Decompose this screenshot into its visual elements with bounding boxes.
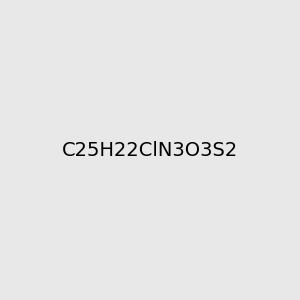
Text: C25H22ClN3O3S2: C25H22ClN3O3S2 <box>62 140 238 160</box>
